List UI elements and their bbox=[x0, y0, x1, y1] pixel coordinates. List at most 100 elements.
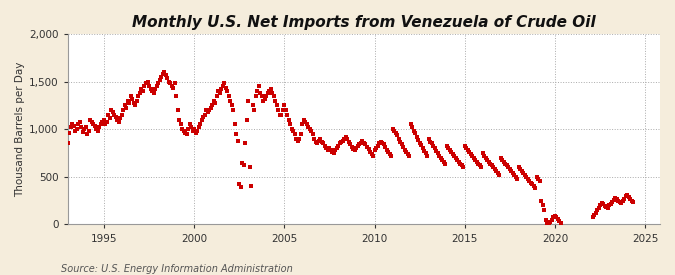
Point bbox=[304, 127, 315, 131]
Point bbox=[153, 81, 163, 86]
Point bbox=[172, 108, 183, 112]
Point bbox=[67, 122, 78, 127]
Point bbox=[250, 94, 261, 98]
Point bbox=[184, 122, 195, 127]
Point bbox=[454, 160, 464, 164]
Point bbox=[198, 115, 209, 119]
Point bbox=[628, 199, 639, 204]
Point bbox=[139, 84, 150, 89]
Point bbox=[354, 142, 365, 147]
Point bbox=[516, 169, 527, 173]
Point bbox=[462, 148, 473, 152]
Point bbox=[428, 144, 439, 148]
Point bbox=[619, 197, 630, 201]
Point bbox=[356, 140, 367, 145]
Point bbox=[595, 203, 605, 208]
Point bbox=[426, 141, 437, 146]
Point bbox=[217, 84, 228, 89]
Point bbox=[80, 125, 91, 130]
Point bbox=[124, 100, 135, 105]
Point bbox=[86, 119, 97, 124]
Point bbox=[244, 165, 255, 169]
Point bbox=[464, 150, 475, 154]
Point bbox=[219, 81, 230, 86]
Point bbox=[487, 163, 497, 167]
Point bbox=[481, 156, 491, 160]
Point bbox=[240, 141, 250, 146]
Point bbox=[459, 144, 470, 148]
Point bbox=[230, 122, 240, 127]
Point bbox=[533, 177, 544, 181]
Point bbox=[351, 146, 362, 150]
Point bbox=[412, 138, 423, 142]
Point bbox=[554, 218, 565, 223]
Point bbox=[616, 200, 626, 205]
Point bbox=[348, 147, 359, 152]
Point bbox=[72, 127, 82, 131]
Point bbox=[242, 117, 252, 122]
Point bbox=[331, 146, 342, 150]
Point bbox=[306, 129, 317, 133]
Point bbox=[515, 167, 526, 171]
Point bbox=[438, 160, 449, 164]
Point bbox=[297, 122, 308, 127]
Point bbox=[398, 145, 408, 150]
Point bbox=[530, 186, 541, 191]
Point bbox=[405, 122, 416, 127]
Point bbox=[491, 169, 502, 173]
Point bbox=[369, 148, 380, 152]
Point bbox=[503, 165, 514, 169]
Point bbox=[92, 129, 103, 133]
Point bbox=[522, 177, 533, 181]
Point bbox=[378, 142, 389, 147]
Point bbox=[109, 113, 120, 117]
Point bbox=[539, 208, 550, 212]
Point bbox=[177, 127, 188, 131]
Point bbox=[383, 150, 394, 154]
Point bbox=[258, 98, 269, 103]
Point bbox=[292, 138, 303, 143]
Point bbox=[500, 161, 511, 166]
Point bbox=[319, 144, 330, 148]
Point bbox=[601, 205, 612, 210]
Text: Source: U.S. Energy Information Administration: Source: U.S. Energy Information Administ… bbox=[61, 264, 292, 274]
Point bbox=[76, 125, 87, 130]
Point bbox=[204, 108, 215, 112]
Point bbox=[79, 127, 90, 131]
Point bbox=[294, 136, 304, 141]
Point bbox=[395, 139, 406, 144]
Point bbox=[163, 79, 174, 84]
Point bbox=[449, 154, 460, 158]
Point bbox=[452, 158, 462, 162]
Point bbox=[336, 139, 347, 144]
Point bbox=[344, 139, 354, 144]
Point bbox=[220, 86, 231, 90]
Point bbox=[187, 129, 198, 133]
Point bbox=[435, 156, 446, 160]
Point bbox=[402, 152, 413, 156]
Point bbox=[591, 208, 602, 212]
Point bbox=[536, 199, 547, 203]
Point bbox=[440, 161, 451, 166]
Point bbox=[545, 219, 556, 224]
Point bbox=[476, 165, 487, 169]
Point bbox=[434, 154, 445, 158]
Point bbox=[296, 132, 306, 136]
Point bbox=[275, 113, 286, 117]
Point bbox=[118, 108, 129, 112]
Point bbox=[509, 173, 520, 177]
Point bbox=[410, 131, 421, 135]
Point bbox=[350, 148, 360, 152]
Point bbox=[171, 94, 182, 98]
Point bbox=[142, 79, 153, 84]
Point bbox=[498, 160, 509, 164]
Point bbox=[276, 113, 287, 117]
Point bbox=[339, 136, 350, 141]
Point bbox=[225, 98, 236, 103]
Point bbox=[520, 173, 531, 177]
Point bbox=[525, 180, 536, 185]
Point bbox=[303, 125, 314, 130]
Point bbox=[408, 129, 419, 133]
Point bbox=[285, 122, 296, 127]
Point bbox=[506, 169, 517, 173]
